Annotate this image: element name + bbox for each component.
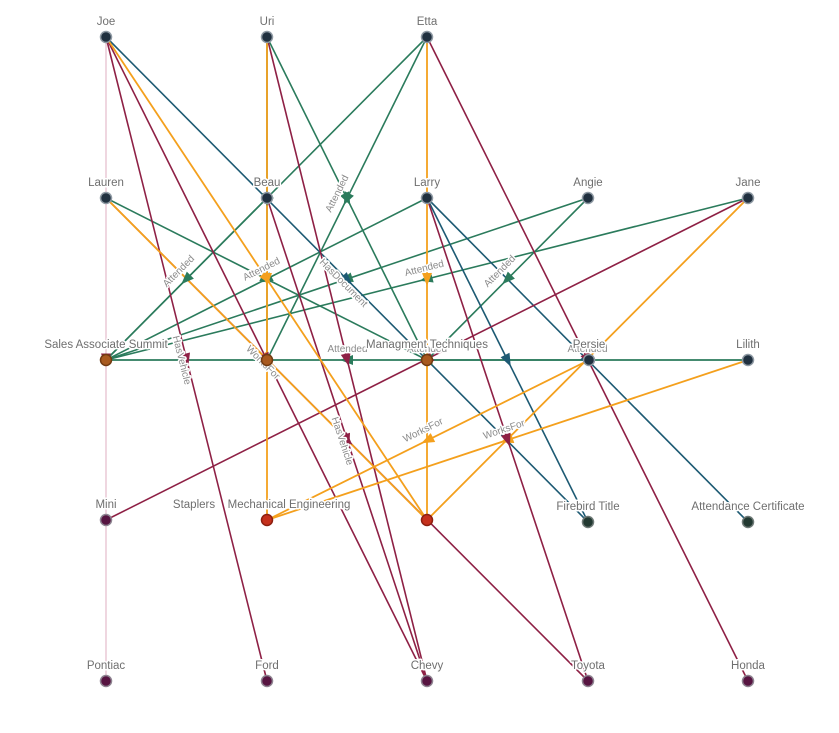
arrowhead-beau-sas <box>181 271 194 285</box>
node-pontiac[interactable] <box>99 674 113 688</box>
arrowhead-joe-mecheng <box>259 271 271 285</box>
node-label-uri: Uri <box>260 16 275 28</box>
node-label-beau: Beau <box>254 177 281 189</box>
node-label-ft: Firebird Title <box>556 501 619 513</box>
node-label-larry: Larry <box>414 177 440 189</box>
node-ac[interactable] <box>741 515 755 529</box>
node-mt[interactable] <box>420 353 434 367</box>
edge-label-lilith-sas: Attended <box>407 344 447 355</box>
node-label-angie: Angie <box>573 177 602 189</box>
node-uri[interactable] <box>260 30 274 44</box>
node-labels-layer: Joe Uri Etta Lauren Beau Larry Angie Jane Sales … <box>43 15 806 674</box>
node-jane[interactable] <box>741 191 755 205</box>
nodes-layer <box>99 30 755 688</box>
arrowhead-persie-staplers <box>421 433 436 444</box>
node-sas[interactable] <box>99 353 113 367</box>
node-etta[interactable] <box>420 30 434 44</box>
node-ford[interactable] <box>260 674 274 688</box>
node-label-etta: Etta <box>417 16 438 28</box>
edge-label-persie-sas: Attended <box>327 344 367 355</box>
arrowhead-uri-chevy <box>340 352 351 367</box>
arrowhead-etta-ev2 <box>343 191 354 206</box>
node-mecheng[interactable] <box>420 513 434 527</box>
edge-label-joe-ft: HasDocument <box>317 257 370 310</box>
edge-label-beau-chevy: HasVehicle <box>329 416 355 467</box>
node-angie[interactable] <box>581 191 595 205</box>
node-label-mt: Managment Techniques <box>366 339 488 351</box>
node-mini[interactable] <box>99 513 113 527</box>
node-lauren[interactable] <box>99 191 113 205</box>
node-lilith[interactable] <box>741 353 755 367</box>
arrowhead-larry-toyota <box>501 432 511 447</box>
node-label-mecheng: Mechanical Engineering <box>228 499 351 511</box>
node-staplers[interactable] <box>260 513 274 527</box>
node-ev2[interactable] <box>260 353 274 367</box>
node-label-sas: Sales Associate Summit <box>44 339 168 351</box>
node-label-mini: Mini <box>95 499 116 511</box>
arrowhead-etta-mecheng <box>422 273 432 286</box>
node-label-pontiac: Pontiac <box>87 660 126 672</box>
node-label-lilith: Lilith <box>736 339 760 351</box>
edge-label-persie-staplers: WorksFor <box>402 416 446 445</box>
node-label-lauren: Lauren <box>88 177 124 189</box>
arrowhead-joe-ford <box>180 352 190 367</box>
node-ft[interactable] <box>581 515 595 529</box>
node-chevy[interactable] <box>420 674 434 688</box>
edge-arrows-layer <box>101 191 595 447</box>
arrowhead-joe-ft <box>339 272 353 285</box>
node-label-ford: Ford <box>255 660 279 672</box>
edge-label-lilith-mt: Attended <box>567 344 607 355</box>
node-label-ac: Attendance Certificate <box>691 501 804 513</box>
node-label-chevy: Chevy <box>411 660 444 672</box>
node-label-jane: Jane <box>736 177 761 189</box>
node-label-honda: Honda <box>731 660 765 672</box>
node-joe[interactable] <box>99 30 113 44</box>
node-honda[interactable] <box>741 674 755 688</box>
node-larry[interactable] <box>420 191 434 205</box>
node-label-joe: Joe <box>97 16 116 28</box>
node-toyota[interactable] <box>581 674 595 688</box>
node-label-toyota: Toyota <box>571 660 605 672</box>
arrowhead-lauren-toyota <box>339 432 353 445</box>
node-persie[interactable] <box>582 353 596 367</box>
arrowhead-larry-ft <box>500 352 511 367</box>
arrowhead-angie-mt <box>502 271 515 285</box>
node-label-staplers: Staplers <box>173 499 215 511</box>
node-label-persie: Persie <box>573 339 606 351</box>
node-beau[interactable] <box>260 191 274 205</box>
